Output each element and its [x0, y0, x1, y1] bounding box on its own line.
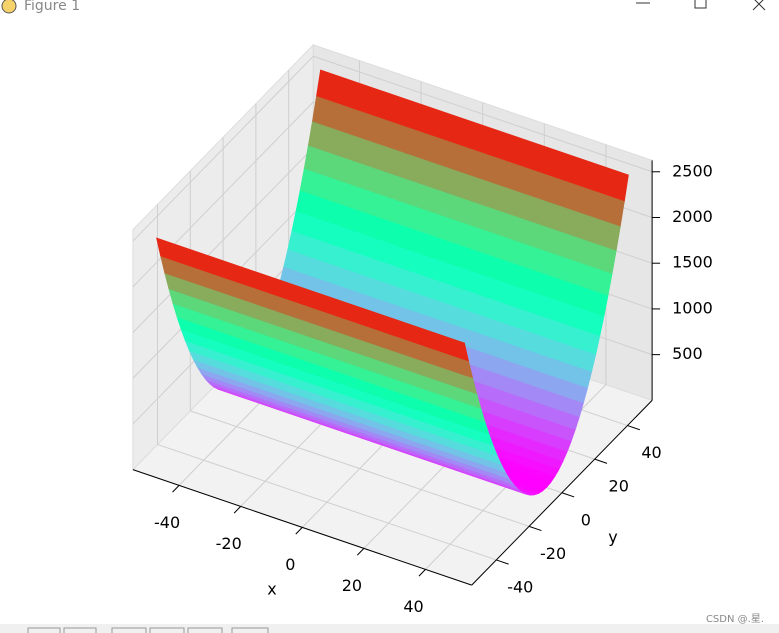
grid-line — [157, 443, 497, 561]
tool-button[interactable] — [149, 627, 185, 633]
close-button[interactable] — [752, 0, 766, 11]
x-tick — [356, 548, 365, 556]
surface-patch — [156, 237, 470, 362]
surface — [156, 69, 629, 496]
x-tick-label: 20 — [342, 576, 362, 595]
tool-button[interactable] — [231, 627, 269, 633]
x-tick — [172, 485, 180, 493]
z-tick-label: 2000 — [672, 207, 713, 226]
z-tick-label: 2500 — [672, 161, 713, 180]
x-tick-label: 0 — [285, 555, 295, 574]
maximize-button[interactable] — [694, 0, 707, 9]
y-tick-label: 20 — [609, 477, 629, 496]
x-tick — [295, 527, 303, 535]
z-tick-label: 1500 — [672, 253, 713, 272]
toolbar — [0, 624, 779, 633]
y-tick-label: -20 — [540, 544, 566, 563]
y-tick — [594, 458, 608, 464]
toolbar-buttons — [27, 627, 269, 633]
title-bar — [0, 0, 779, 22]
y-tick — [496, 559, 509, 565]
grid-line — [132, 147, 314, 333]
app-icon — [1, 0, 17, 14]
x-tick — [418, 569, 426, 577]
z-tick-label: 1000 — [672, 298, 713, 317]
y-tick — [528, 525, 542, 532]
tool-button[interactable] — [111, 627, 147, 633]
x-tick-label: -20 — [216, 534, 242, 553]
x-tick-label: -40 — [154, 513, 180, 532]
grid-line — [313, 55, 653, 173]
tool-button[interactable] — [63, 627, 97, 633]
grid-line — [132, 55, 314, 242]
grid-line — [190, 410, 530, 527]
tool-button[interactable] — [27, 627, 61, 633]
window-title: Figure 1 — [24, 0, 80, 14]
x-axis-label: x — [267, 580, 276, 599]
y-tick-label: -40 — [507, 577, 533, 596]
y-axis-label: y — [608, 528, 617, 547]
y-tick-label: 40 — [641, 443, 661, 462]
y-tick-label: 0 — [581, 510, 591, 529]
y-tick — [561, 492, 575, 498]
y-tick — [627, 425, 640, 431]
x-tick-label: 40 — [403, 597, 423, 616]
axes-3d: -40 -20 0 20 40 -40 -20 0 20 40 500 1000 1500 2000 250… — [131, 43, 713, 616]
x-tick — [233, 506, 242, 514]
z-tick-label: 500 — [672, 344, 703, 363]
tool-button[interactable] — [187, 627, 223, 633]
watermark: CSDN @.星. — [706, 613, 764, 625]
